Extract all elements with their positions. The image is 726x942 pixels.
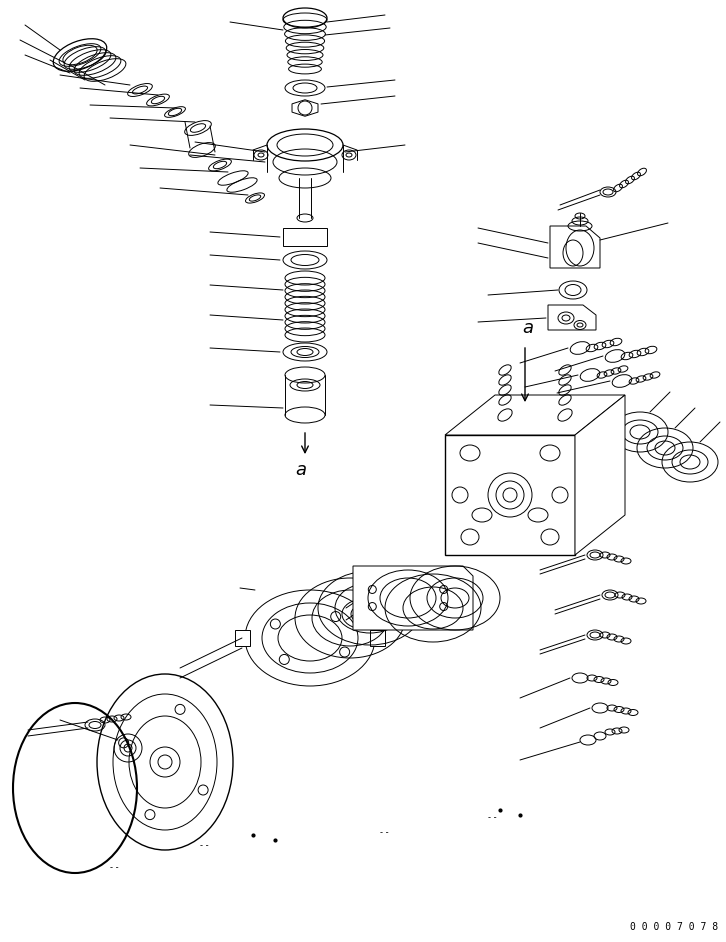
Polygon shape: [548, 305, 596, 330]
Text: a: a: [295, 461, 306, 479]
Text: - -: - -: [110, 863, 118, 872]
Text: - -: - -: [200, 841, 208, 850]
Bar: [370, 630, 385, 646]
Text: - -: - -: [488, 813, 497, 822]
Polygon shape: [550, 226, 600, 268]
Text: a: a: [522, 319, 533, 337]
Polygon shape: [353, 566, 473, 630]
Polygon shape: [575, 395, 625, 555]
Text: - -: - -: [380, 828, 388, 837]
Bar: [235, 630, 250, 646]
Polygon shape: [445, 395, 625, 435]
Text: 0 0 0 0 7 0 7 8: 0 0 0 0 7 0 7 8: [630, 922, 718, 932]
Bar: [445, 435, 575, 555]
Bar: [283, 228, 327, 246]
